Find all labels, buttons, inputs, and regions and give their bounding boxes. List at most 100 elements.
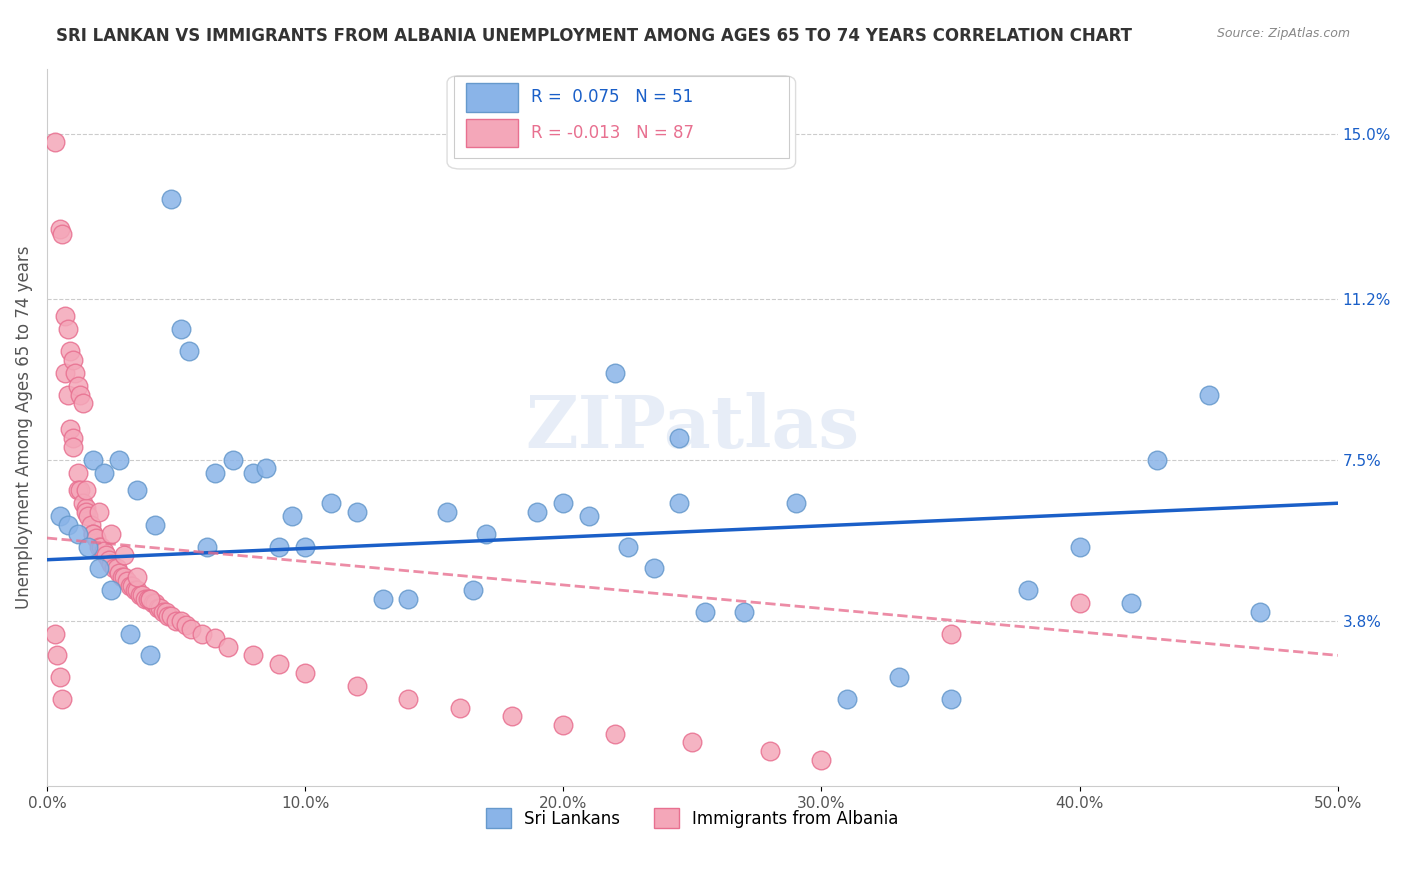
Point bbox=[56, 518, 79, 533]
Point bbox=[112, 570, 135, 584]
Point bbox=[159, 609, 181, 624]
Point bbox=[62, 431, 84, 445]
Point bbox=[1198, 387, 1220, 401]
Point bbox=[204, 631, 226, 645]
Point bbox=[59, 422, 82, 436]
Point bbox=[501, 709, 523, 723]
Point bbox=[69, 387, 91, 401]
Point bbox=[105, 561, 128, 575]
FancyBboxPatch shape bbox=[447, 76, 796, 169]
Point bbox=[603, 726, 626, 740]
Point bbox=[396, 591, 419, 606]
Text: R = -0.013   N = 87: R = -0.013 N = 87 bbox=[531, 124, 695, 142]
Point bbox=[176, 618, 198, 632]
Point bbox=[66, 526, 89, 541]
Point bbox=[837, 691, 859, 706]
Point bbox=[475, 526, 498, 541]
Point bbox=[77, 509, 100, 524]
Point bbox=[97, 553, 120, 567]
Point bbox=[72, 396, 94, 410]
Point bbox=[75, 483, 97, 498]
Point bbox=[75, 500, 97, 515]
Point bbox=[142, 596, 165, 610]
Point bbox=[217, 640, 239, 654]
Point bbox=[191, 626, 214, 640]
Point bbox=[449, 700, 471, 714]
FancyBboxPatch shape bbox=[454, 76, 789, 158]
Point bbox=[96, 549, 118, 563]
Point bbox=[139, 591, 162, 606]
Point bbox=[526, 505, 548, 519]
Point bbox=[124, 583, 146, 598]
Point bbox=[1249, 605, 1271, 619]
Point bbox=[281, 509, 304, 524]
Point bbox=[56, 387, 79, 401]
Text: Source: ZipAtlas.com: Source: ZipAtlas.com bbox=[1216, 27, 1350, 40]
Point bbox=[75, 505, 97, 519]
Point bbox=[396, 691, 419, 706]
Point bbox=[51, 227, 73, 241]
Point bbox=[131, 587, 153, 601]
Point bbox=[887, 670, 910, 684]
Point bbox=[118, 626, 141, 640]
Point bbox=[69, 483, 91, 498]
Bar bbox=[467, 83, 517, 112]
Point bbox=[66, 379, 89, 393]
Point bbox=[461, 583, 484, 598]
Point bbox=[49, 509, 72, 524]
Point bbox=[66, 466, 89, 480]
Point bbox=[139, 648, 162, 663]
Point bbox=[617, 540, 640, 554]
Point bbox=[84, 531, 107, 545]
Point bbox=[90, 540, 112, 554]
Point bbox=[222, 452, 245, 467]
Point bbox=[127, 483, 149, 498]
Point bbox=[758, 744, 780, 758]
Point bbox=[242, 648, 264, 663]
Point bbox=[603, 366, 626, 380]
Point bbox=[939, 691, 962, 706]
Y-axis label: Unemployment Among Ages 65 to 74 years: Unemployment Among Ages 65 to 74 years bbox=[15, 245, 32, 609]
Point bbox=[146, 600, 169, 615]
Point bbox=[785, 496, 807, 510]
Point bbox=[681, 735, 703, 749]
Point bbox=[578, 509, 600, 524]
Point bbox=[436, 505, 458, 519]
Point bbox=[115, 574, 138, 589]
Point bbox=[53, 310, 76, 324]
Point bbox=[1069, 596, 1091, 610]
Point bbox=[294, 665, 316, 680]
Point bbox=[159, 192, 181, 206]
Point bbox=[108, 566, 131, 580]
Point bbox=[1017, 583, 1039, 598]
Point bbox=[553, 496, 575, 510]
Point bbox=[51, 691, 73, 706]
Point bbox=[100, 557, 122, 571]
Point bbox=[177, 344, 200, 359]
Point bbox=[152, 605, 174, 619]
Text: ZIPatlas: ZIPatlas bbox=[526, 392, 859, 463]
Point bbox=[180, 622, 202, 636]
Point bbox=[170, 614, 193, 628]
Point bbox=[149, 600, 172, 615]
Point bbox=[319, 496, 342, 510]
Point bbox=[128, 587, 150, 601]
Point bbox=[139, 591, 162, 606]
Text: SRI LANKAN VS IMMIGRANTS FROM ALBANIA UNEMPLOYMENT AMONG AGES 65 TO 74 YEARS COR: SRI LANKAN VS IMMIGRANTS FROM ALBANIA UN… bbox=[56, 27, 1132, 45]
Point bbox=[65, 366, 87, 380]
Point bbox=[668, 431, 690, 445]
Point bbox=[121, 579, 143, 593]
Point bbox=[82, 526, 104, 541]
Point bbox=[1069, 540, 1091, 554]
Point bbox=[695, 605, 717, 619]
Point bbox=[62, 352, 84, 367]
Point bbox=[127, 570, 149, 584]
Point bbox=[56, 322, 79, 336]
Point bbox=[269, 540, 291, 554]
Point bbox=[371, 591, 394, 606]
Point bbox=[93, 466, 115, 480]
Point bbox=[204, 466, 226, 480]
Point bbox=[59, 344, 82, 359]
Point bbox=[643, 561, 665, 575]
Point bbox=[1146, 452, 1168, 467]
